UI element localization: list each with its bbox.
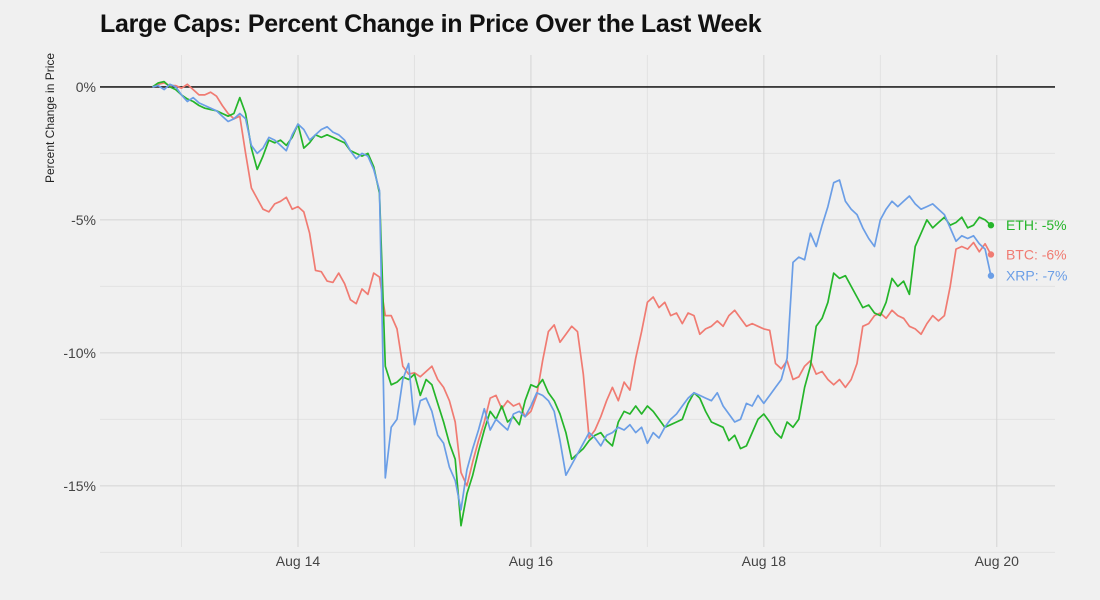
chart-title: Large Caps: Percent Change in Price Over…	[100, 10, 762, 38]
series-end-label-xrp: XRP: -7%	[1006, 268, 1067, 284]
x-tick-label: Aug 16	[509, 553, 554, 569]
series-line-eth	[151, 80, 992, 527]
series-line-xrp	[152, 83, 992, 511]
series-endpoint-eth	[987, 222, 995, 229]
end-labels-layer: BTC: -6% ETH: -5% XRP: -7%	[987, 217, 1067, 284]
x-tick-label: Aug 14	[276, 553, 321, 569]
x-tick-label: Aug 18	[742, 553, 787, 569]
axis-labels: Aug 14 Aug 16 Aug 18 Aug 20 0% -5% -10% -15%	[63, 79, 1019, 569]
series-endpoint-btc	[987, 251, 995, 258]
grid-layer	[100, 55, 1055, 553]
series-layer	[151, 80, 992, 527]
series-end-label-btc: BTC: -6%	[1006, 246, 1067, 262]
y-tick-label: -5%	[71, 212, 96, 228]
y-tick-label: -10%	[63, 345, 96, 361]
x-tick-label: Aug 20	[975, 553, 1020, 569]
y-axis-title: Percent Change in Price	[43, 53, 57, 183]
series-endpoint-xrp	[987, 272, 995, 279]
y-tick-label: 0%	[76, 79, 96, 95]
series-line-btc	[152, 82, 992, 487]
series-end-label-eth: ETH: -5%	[1006, 217, 1067, 233]
y-tick-label: -15%	[63, 478, 96, 494]
